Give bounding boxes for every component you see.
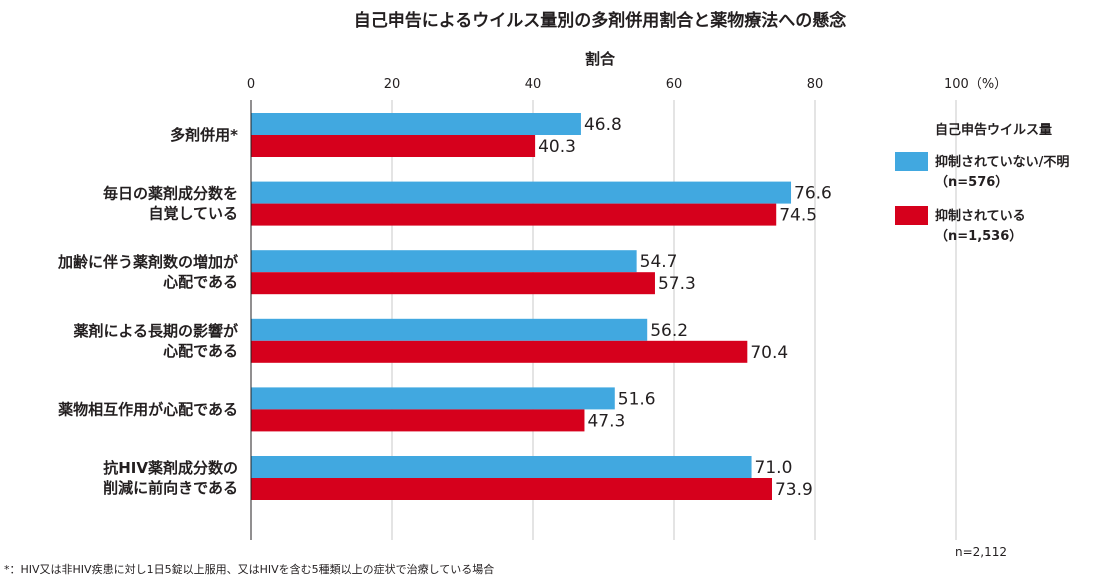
data-label-series1-cat2: 57.3 <box>658 274 696 294</box>
legend-swatch-1 <box>895 206 928 225</box>
legend-label-0-line0: 抑制されていない/不明 <box>935 154 1069 170</box>
category-label-0-line0: 多剤併用* <box>170 126 238 144</box>
category-labels: 多剤併用*毎日の薬剤成分数を自覚している加齢に伴う薬剤数の増加が心配である薬剤に… <box>57 126 239 497</box>
bar-series0-cat0 <box>251 113 581 135</box>
bar-series0-cat4 <box>251 387 615 410</box>
x-tick-label-0: 0 <box>247 77 255 92</box>
data-label-series0-cat0: 46.8 <box>584 115 622 135</box>
x-axis-title: 割合 <box>585 50 616 68</box>
legend: 自己申告ウイルス量 抑制されていない/不明 （n=576） 抑制されている （n=1,… <box>895 122 1069 244</box>
bar-series0-cat2 <box>251 250 637 273</box>
chart-title: 自己申告によるウイルス量別の多剤併用割合と薬物療法への懸念 <box>354 10 847 31</box>
x-tick-label-40: 40 <box>525 77 542 92</box>
legend-title: 自己申告ウイルス量 <box>935 122 1052 138</box>
category-label-3-line1: 心配である <box>163 342 238 360</box>
data-label-series1-cat1: 74.5 <box>779 206 817 226</box>
sample-size-note: n=2,112 <box>955 545 1007 559</box>
bar-series0-cat1 <box>251 181 792 204</box>
bars <box>251 113 792 500</box>
bar-series0-cat5 <box>251 456 752 478</box>
data-label-series0-cat1: 76.6 <box>794 184 832 204</box>
category-label-1-line0: 毎日の薬剤成分数を <box>103 185 238 203</box>
bar-series1-cat4 <box>251 409 585 432</box>
x-tick-label-100: 100（%） <box>944 77 1007 92</box>
x-tick-label-80: 80 <box>807 77 824 92</box>
category-label-2-line1: 心配である <box>163 273 238 291</box>
data-label-series1-cat4: 47.3 <box>587 411 625 431</box>
legend-label-1-line0: 抑制されている <box>935 208 1026 224</box>
data-label-series1-cat0: 40.3 <box>538 137 576 157</box>
data-label-series1-cat5: 73.9 <box>775 480 813 500</box>
bar-series0-cat3 <box>251 318 648 341</box>
legend-label-1-line1: （n=1,536） <box>935 228 1022 244</box>
category-label-3-line0: 薬剤による長期の影響が <box>72 322 239 340</box>
bar-series1-cat2 <box>251 272 655 295</box>
category-label-5-line0: 抗HIV薬剤成分数の <box>103 459 238 477</box>
x-axis-ticks: 0 20 40 60 80 100（%） <box>247 77 1007 92</box>
bar-series1-cat1 <box>251 203 777 226</box>
data-label-series0-cat4: 51.6 <box>618 389 656 409</box>
data-label-series0-cat5: 71.0 <box>755 458 793 478</box>
bar-series1-cat3 <box>251 340 748 363</box>
data-label-series1-cat3: 70.4 <box>750 343 788 363</box>
category-label-2-line0: 加齢に伴う薬剤数の増加が <box>57 253 239 271</box>
x-tick-label-20: 20 <box>384 77 401 92</box>
data-label-series0-cat2: 54.7 <box>640 252 678 272</box>
legend-label-0-line1: （n=576） <box>935 174 1008 190</box>
category-label-5-line1: 削減に前向きである <box>103 479 238 497</box>
category-label-1-line1: 自覚している <box>148 205 238 223</box>
category-label-4-line0: 薬物相互作用が心配である <box>57 400 238 418</box>
legend-swatch-0 <box>895 152 928 171</box>
x-tick-label-60: 60 <box>666 77 683 92</box>
data-label-series0-cat3: 56.2 <box>650 321 688 341</box>
bar-series1-cat5 <box>251 478 772 500</box>
bar-series1-cat0 <box>251 135 536 157</box>
footnote: *：HIV又は非HIV疾患に対し1日5錠以上服用、又はHIVを含む5種類以上の症… <box>4 562 494 576</box>
data-labels: 46.8 40.3 76.674.5 54.757.3 56.2 70.4 51.647.3… <box>538 115 832 500</box>
